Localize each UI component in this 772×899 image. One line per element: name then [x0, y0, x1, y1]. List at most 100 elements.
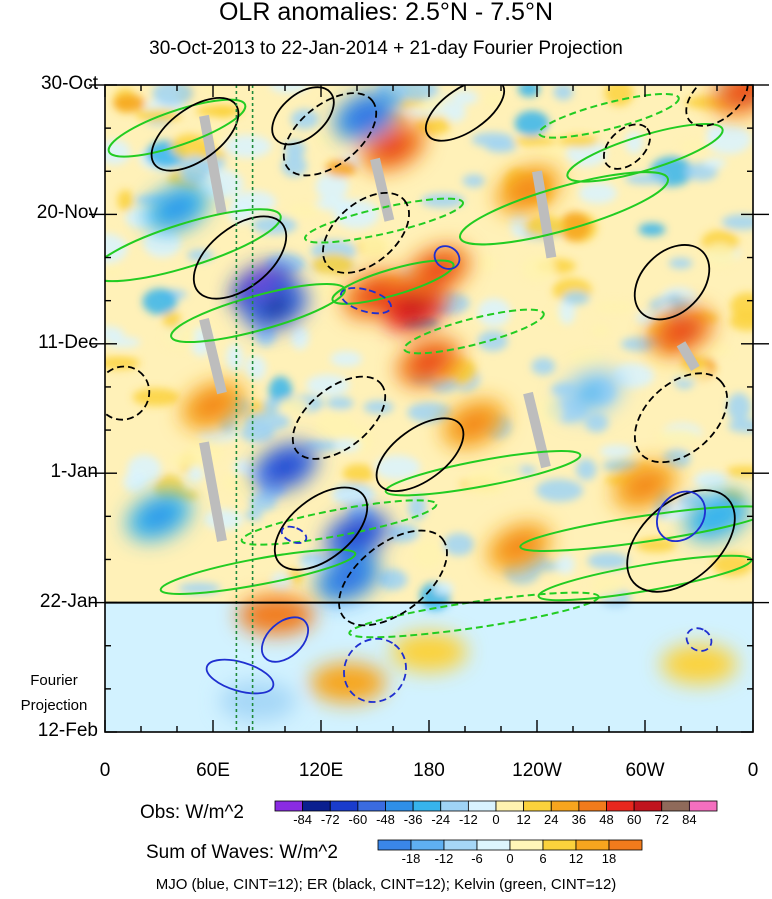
obs-noise-patch — [662, 448, 691, 469]
obs-noise-patch — [187, 249, 214, 262]
obs-noise-patch — [105, 356, 141, 370]
kelvin-contour — [538, 92, 680, 139]
obs-noise-patch — [268, 376, 293, 406]
obs-noise-patch — [105, 265, 125, 278]
obs-noise-patch — [477, 298, 511, 327]
kelvin-contour — [240, 499, 438, 546]
obs-noise-patch — [536, 395, 564, 425]
obs-noise-patch — [330, 351, 363, 367]
obs-anomaly-core — [260, 295, 292, 319]
obs-noise-patch — [163, 327, 196, 350]
obs-noise-patch — [477, 330, 508, 352]
obs-noise-patch — [306, 374, 350, 396]
obs-colorbar-tick-label: 84 — [682, 812, 697, 827]
obs-noise-patch — [730, 292, 753, 320]
obs-noise-patch — [330, 489, 376, 503]
obs-colorbar-label: Obs: W/m^2 — [140, 802, 244, 823]
obs-colorbar-swatch — [550, 800, 580, 812]
obs-colorbar-tick-label: 0 — [492, 812, 500, 827]
er-contour — [603, 123, 651, 170]
kelvin-contour — [566, 122, 724, 183]
obs-anomaly-core — [399, 295, 430, 319]
obs-noise-patch — [363, 400, 394, 414]
obs-anomaly-core — [458, 412, 490, 436]
kelvin-contour — [170, 282, 346, 344]
obs-noise-patch — [655, 428, 701, 446]
obs-noise-patch — [333, 439, 361, 452]
obs-noise-patch — [360, 232, 393, 260]
obs-anomaly-core — [413, 350, 445, 374]
obs-noise-patch — [471, 132, 514, 148]
obs-noise-patch — [311, 253, 355, 276]
obs-colorbar-swatch — [606, 800, 635, 812]
y-tick-label: 30-Oct — [40, 73, 98, 94]
waves-colorbar-tick-label: -18 — [401, 851, 421, 866]
obs-anomalies — [126, 85, 753, 603]
obs-anomaly-core — [377, 135, 409, 158]
obs-noise-patch — [553, 85, 574, 101]
missing-data-streak — [676, 341, 700, 371]
waves-colorbar-swatch — [377, 839, 412, 851]
obs-noise-patch — [513, 136, 558, 147]
obs-noise-patch — [117, 189, 134, 212]
er-contour — [685, 85, 749, 127]
obs-noise-patch — [374, 455, 421, 480]
obs-noise-patch — [693, 471, 727, 489]
obs-colorbar-tick-label: -72 — [320, 812, 340, 827]
obs-noise-patch — [591, 573, 623, 599]
obs-noise-patch — [728, 419, 753, 433]
obs-colorbar-tick-label: 24 — [544, 812, 559, 827]
obs-colorbar-tick-label: -84 — [293, 812, 313, 827]
x-tick-label: 60E — [196, 760, 230, 781]
kelvin-contour — [384, 450, 582, 497]
obs-noise-patch — [227, 201, 254, 224]
obs-noise-patch — [531, 357, 556, 376]
obs-colorbar-tick-label: -24 — [431, 812, 451, 827]
obs-noise-patch — [562, 291, 590, 305]
obs-colorbar-swatch — [633, 800, 663, 812]
obs-anomaly-core — [197, 394, 229, 417]
x-tick-label: 120W — [512, 760, 562, 781]
obs-noise-patch — [599, 445, 635, 458]
obs-noise-patch — [484, 91, 505, 108]
obs-noise-patch — [276, 397, 309, 414]
kelvin-contour — [105, 208, 282, 283]
obs-noise-patch — [249, 492, 277, 512]
mjo-contour — [433, 245, 461, 270]
obs-colorbar-tick-label: 48 — [599, 812, 614, 827]
projection-label-line-2: Projection — [20, 697, 88, 714]
kelvin-contour — [159, 548, 357, 595]
obs-anomaly-core — [665, 320, 697, 343]
obs-anomaly-core — [359, 283, 391, 306]
x-tick-label: 180 — [413, 760, 445, 781]
obs-noise-patch — [152, 85, 194, 106]
obs-noise-patch — [132, 388, 180, 407]
plot-area — [105, 85, 753, 732]
obs-noise-patch — [281, 154, 307, 178]
obs-noise-patch — [444, 102, 466, 123]
obs-colorbar-tick-label: -60 — [348, 812, 368, 827]
obs-noise-patch — [591, 324, 610, 337]
er-contour — [338, 529, 448, 627]
y-tick-label: 12-Feb — [37, 720, 98, 741]
projection-label: Fourier Projection — [14, 668, 94, 718]
obs-noise-patch — [721, 214, 753, 230]
projection-anomaly — [310, 662, 386, 703]
kelvin-contour — [107, 98, 247, 158]
obs-colorbar-swatch — [302, 800, 331, 812]
obs-noise-patch — [518, 85, 540, 97]
obs-noise-patch — [415, 116, 451, 135]
waves-colorbar-tick-label: 18 — [601, 851, 617, 866]
obs-noise-patch — [557, 134, 599, 148]
obs-noise-patch — [142, 288, 178, 315]
er-contour — [322, 191, 410, 274]
waves-colorbar-swatch — [410, 839, 445, 851]
kelvin-contour — [519, 505, 753, 552]
obs-noise-patch — [202, 85, 222, 95]
obs-colorbar-tick-label: -12 — [458, 812, 478, 827]
obs-noise-patch — [450, 90, 479, 105]
waves-colorbar-swatch — [608, 839, 643, 851]
obs-noise-patch — [604, 85, 634, 107]
kelvin-contour — [331, 259, 455, 305]
